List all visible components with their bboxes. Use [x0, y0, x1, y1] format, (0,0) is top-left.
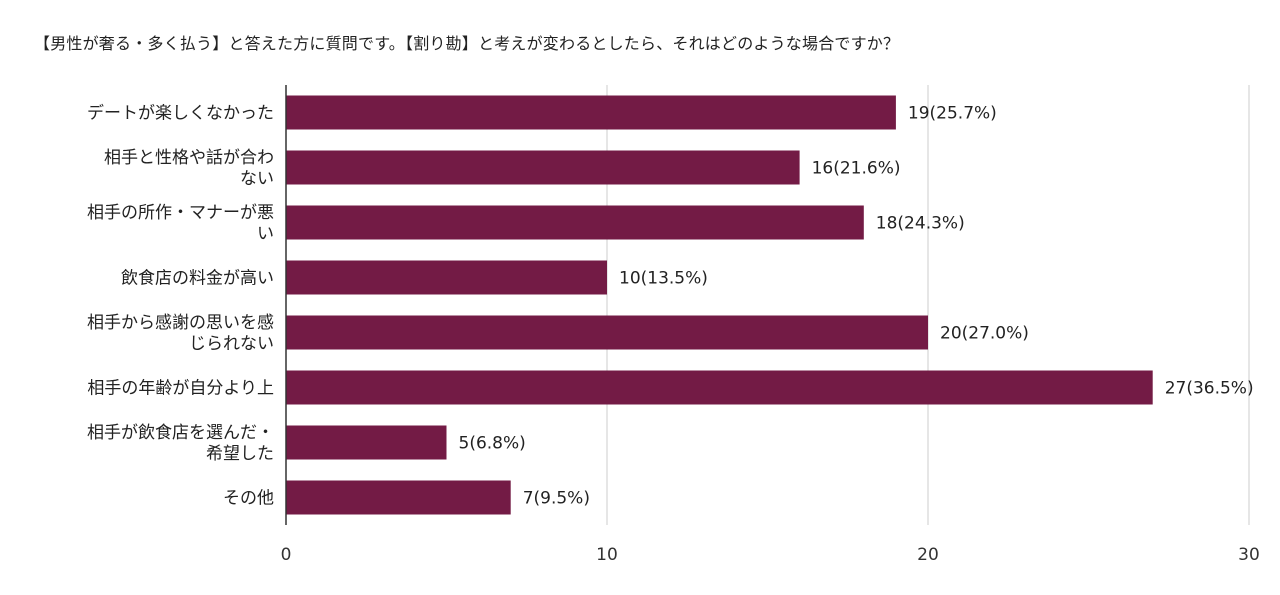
data-label-7: 7(9.5%) [523, 489, 590, 509]
category-label-line: 相手から感謝の思いを感 [87, 313, 274, 333]
category-label-0: デートが楽しくなかった [87, 103, 274, 124]
data-label-2: 18(24.3%) [876, 214, 965, 234]
category-label-1: 相手と性格や話が合わない [104, 148, 274, 189]
data-label-5: 27(36.5%) [1165, 379, 1254, 399]
x-tick-label-2: 20 [917, 545, 939, 565]
category-label-line: ない [240, 169, 274, 189]
category-label-3: 飲食店の料金が高い [121, 269, 274, 289]
category-label-5: 相手の年齢が自分より上 [87, 379, 274, 399]
bar-1 [286, 150, 800, 185]
x-tick-label-1: 10 [596, 545, 618, 565]
bar-2 [286, 205, 864, 240]
bar-5 [286, 370, 1153, 405]
bar-7 [286, 480, 511, 515]
category-label-line: 相手の年齢が自分より上 [87, 379, 274, 399]
bar-6 [286, 425, 447, 460]
category-label-line: い [257, 224, 274, 244]
category-label-4: 相手から感謝の思いを感じられない [87, 313, 274, 354]
bar-3 [286, 260, 607, 295]
category-label-line: その他 [223, 489, 274, 509]
category-label-line: デートが楽しくなかった [87, 103, 274, 124]
data-label-1: 16(21.6%) [812, 159, 901, 179]
category-label-line: 相手の所作・マナーが悪 [87, 203, 274, 223]
category-label-2: 相手の所作・マナーが悪い [87, 203, 274, 244]
chart-title: 【男性が奢る・多く払う】と答えた方に質問です。【割り勘】と考えが変わるとしたら、… [34, 34, 900, 53]
data-label-4: 20(27.0%) [940, 324, 1029, 344]
category-label-line: 相手と性格や話が合わ [104, 148, 274, 168]
category-label-line: 飲食店の料金が高い [121, 269, 274, 289]
category-label-line: じられない [189, 334, 274, 354]
category-label-line: 相手が飲食店を選んだ・ [87, 423, 274, 443]
category-label-6: 相手が飲食店を選んだ・希望した [87, 423, 274, 464]
x-tick-label-0: 0 [281, 545, 292, 565]
x-tick-label-3: 30 [1238, 545, 1260, 565]
category-label-line: 希望した [206, 444, 274, 464]
data-label-6: 5(6.8%) [459, 434, 526, 454]
bar-4 [286, 315, 928, 350]
bar-0 [286, 95, 896, 130]
data-label-3: 10(13.5%) [619, 269, 708, 289]
data-label-0: 19(25.7%) [908, 104, 997, 124]
category-label-7: その他 [223, 489, 274, 509]
